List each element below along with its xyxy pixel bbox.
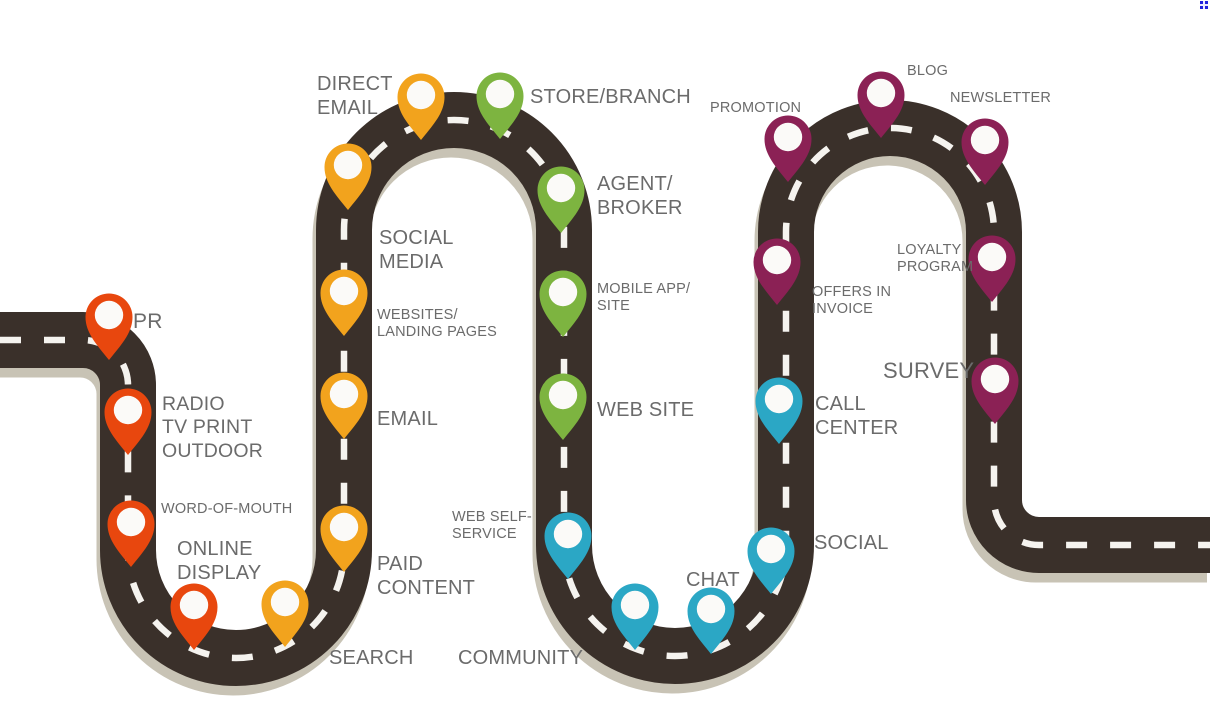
corner-artifact-icon xyxy=(1200,1,1208,9)
pin-inner-circle xyxy=(866,78,896,108)
pin-inner-circle xyxy=(548,277,578,307)
map-pin-loyalty-program[interactable] xyxy=(968,235,1016,302)
map-pin-blog[interactable] xyxy=(857,71,905,139)
pin-inner-circle xyxy=(970,125,1000,155)
map-pin-survey[interactable] xyxy=(971,357,1019,424)
map-pin-email[interactable] xyxy=(320,372,368,439)
map-pin-pr[interactable] xyxy=(85,293,133,360)
pin-inner-circle xyxy=(773,122,803,152)
map-pin-web-site[interactable] xyxy=(539,373,587,440)
road-shadow xyxy=(0,100,1207,696)
map-pin-radio-tv-print-outdoor[interactable] xyxy=(104,388,152,455)
map-pin-chat[interactable] xyxy=(687,587,735,654)
pin-inner-circle xyxy=(553,519,583,549)
pin-inner-circle xyxy=(179,590,209,620)
map-pin-community[interactable] xyxy=(611,583,659,650)
pin-inner-circle xyxy=(329,379,359,409)
pin-inner-circle xyxy=(329,276,359,306)
pin-inner-circle xyxy=(764,384,794,414)
pin-inner-circle xyxy=(756,534,786,564)
map-pin-offers-in-invoice[interactable] xyxy=(753,238,801,305)
map-pin-online-display[interactable] xyxy=(170,583,218,650)
pin-inner-circle xyxy=(94,300,124,330)
map-pin-agent-broker[interactable] xyxy=(537,166,585,234)
map-pin-web-self-service[interactable] xyxy=(544,512,592,579)
pin-inner-circle xyxy=(546,173,576,203)
map-pin-mobile-app-site[interactable] xyxy=(539,270,587,337)
pin-inner-circle xyxy=(329,512,359,542)
map-pin-direct-email[interactable] xyxy=(397,73,445,141)
map-pin-store-branch[interactable] xyxy=(476,72,524,140)
pin-inner-circle xyxy=(620,590,650,620)
map-pin-social-media[interactable] xyxy=(324,143,372,211)
map-pin-social[interactable] xyxy=(747,527,795,594)
pin-inner-circle xyxy=(333,150,363,180)
pin-inner-circle xyxy=(113,395,143,425)
map-pin-paid-content[interactable] xyxy=(320,505,368,572)
pin-inner-circle xyxy=(548,380,578,410)
pin-inner-circle xyxy=(696,594,726,624)
map-pin-promotion[interactable] xyxy=(764,115,812,183)
pin-inner-circle xyxy=(762,245,792,275)
map-pin-websites-landing-pages[interactable] xyxy=(320,269,368,336)
map-pin-search[interactable] xyxy=(261,580,309,647)
map-pin-word-of-mouth[interactable] xyxy=(107,500,155,567)
pin-inner-circle xyxy=(406,80,436,110)
map-pin-newsletter[interactable] xyxy=(961,118,1009,186)
pin-inner-circle xyxy=(977,242,1007,272)
pin-inner-circle xyxy=(485,79,515,109)
pin-inner-circle xyxy=(270,587,300,617)
road-center-dashes xyxy=(0,116,1210,662)
pin-layer xyxy=(85,71,1019,654)
map-pin-call-center[interactable] xyxy=(755,377,803,444)
pin-inner-circle xyxy=(980,364,1010,394)
pin-inner-circle xyxy=(116,507,146,537)
